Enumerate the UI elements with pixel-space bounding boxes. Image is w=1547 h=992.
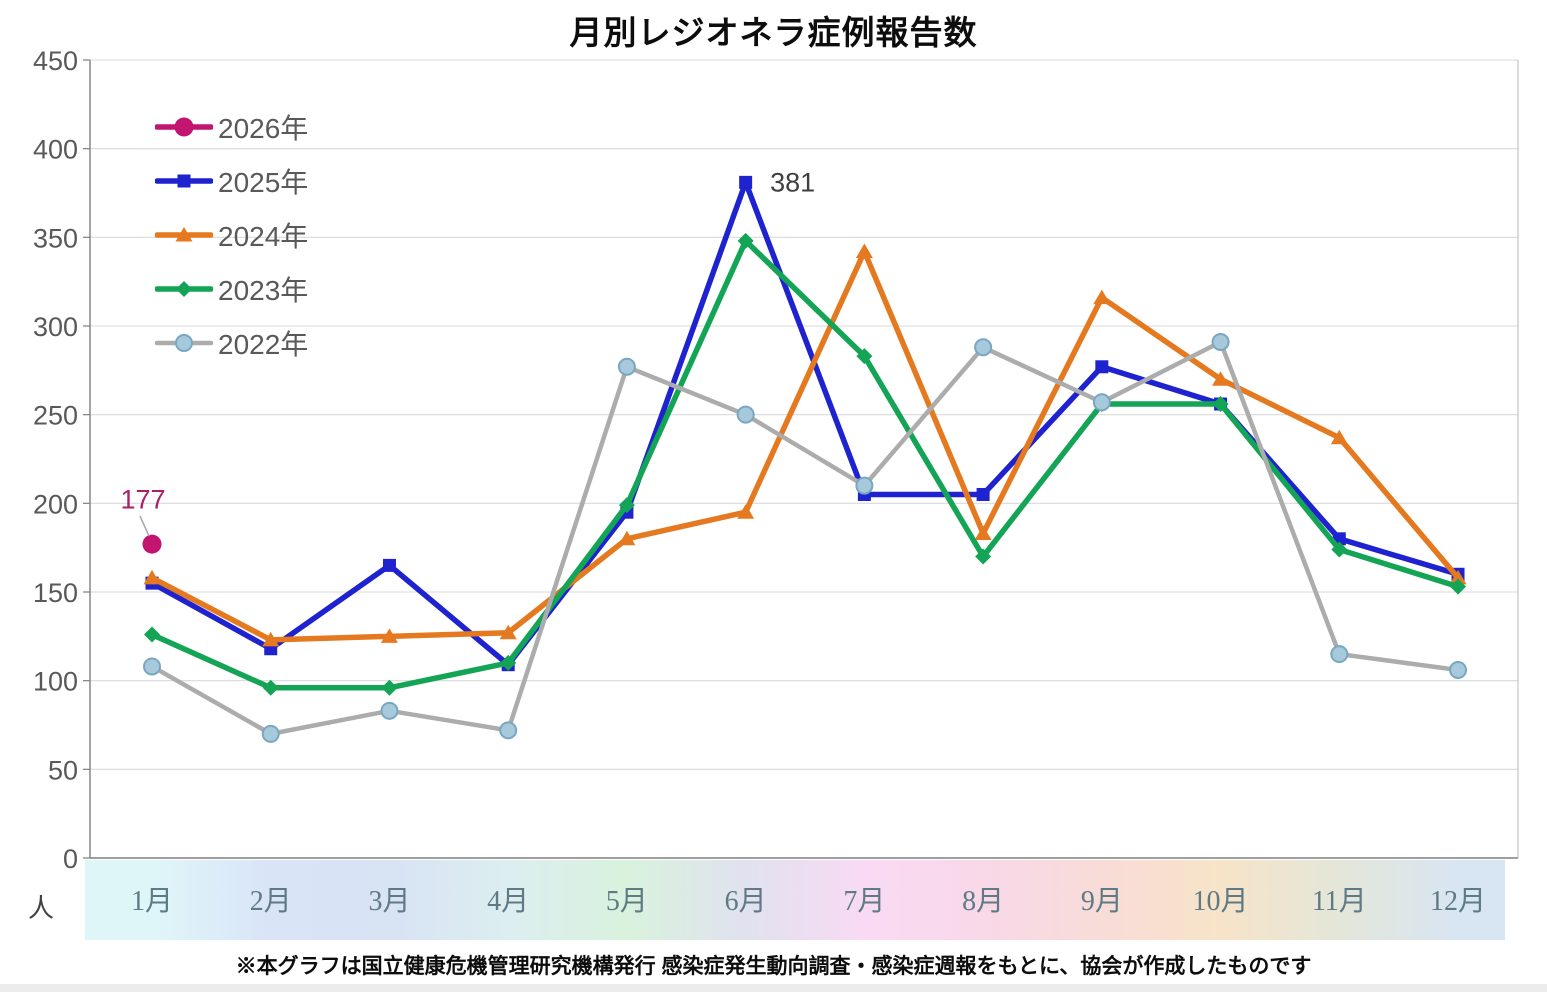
data-point-marker — [618, 497, 635, 514]
data-point-marker — [1331, 541, 1348, 558]
data-point-marker — [176, 281, 192, 297]
data-point-marker — [618, 530, 636, 546]
bottom-strip — [0, 984, 1547, 992]
y-tick-label: 150 — [33, 578, 78, 608]
y-tick-label: 0 — [63, 844, 78, 874]
x-axis-label: 9月 — [1081, 886, 1123, 917]
data-point-marker — [1093, 289, 1111, 305]
y-tick-label: 350 — [33, 223, 78, 253]
legend-item: 2024年 — [155, 208, 308, 262]
data-point-marker — [174, 117, 194, 137]
annotation-leader-line — [139, 515, 150, 537]
y-tick-label: 100 — [33, 667, 78, 697]
legend-label: 2026年 — [218, 113, 309, 144]
legend-label: 2024年 — [218, 221, 309, 252]
data-point-marker — [617, 357, 636, 376]
x-axis-label: 2月 — [250, 886, 292, 917]
legend: 2026年 2025年 2024年 2023年 2022年 — [155, 100, 308, 370]
legend-item: 2022年 — [155, 316, 308, 370]
legend-item: 2023年 — [155, 262, 308, 316]
data-label: 381 — [770, 167, 816, 198]
data-point-marker — [739, 175, 753, 189]
x-axis-label: 11月 — [1312, 886, 1367, 917]
y-tick-label: 250 — [33, 401, 78, 431]
data-point-marker — [499, 624, 517, 640]
data-point-marker — [142, 534, 162, 554]
data-point-marker — [1330, 429, 1348, 445]
x-axis-label: 4月 — [487, 886, 529, 917]
legend-marker-icon — [155, 117, 213, 137]
data-point-marker — [1092, 393, 1111, 412]
data-point-marker — [1330, 645, 1349, 664]
data-point-marker — [177, 174, 191, 188]
data-point-marker — [261, 724, 280, 743]
data-point-marker — [1211, 332, 1230, 351]
y-axis-unit-label: 人 — [28, 893, 55, 923]
data-point-marker — [1212, 396, 1229, 413]
legend-item: 2026年 — [155, 100, 308, 154]
data-point-marker — [855, 243, 873, 259]
x-axis-band — [85, 860, 1505, 940]
series-line — [149, 238, 1461, 691]
data-point-marker — [175, 227, 193, 242]
y-tick-label: 50 — [48, 755, 78, 785]
data-point-marker — [143, 657, 161, 676]
legend-item: 2025年 — [155, 154, 308, 208]
chart-title: 月別レジオネラ症例報告数 — [569, 14, 978, 51]
data-point-marker — [144, 626, 160, 643]
data-point-marker — [976, 487, 990, 501]
data-point-marker — [855, 476, 874, 495]
x-axis-label: 6月 — [725, 886, 767, 917]
y-tick-label: 300 — [33, 312, 78, 342]
legend-label: 2022年 — [218, 329, 309, 360]
legend-marker-icon — [155, 281, 213, 297]
x-axis-label: 1月 — [131, 886, 173, 917]
data-point-marker — [499, 721, 518, 740]
data-point-marker — [1095, 360, 1109, 374]
series-line — [149, 339, 1461, 737]
legend-marker-icon — [155, 334, 213, 352]
legend-label: 2023年 — [218, 275, 309, 306]
x-axis-label: 3月 — [368, 886, 410, 917]
data-point-marker — [380, 701, 399, 720]
data-point-marker — [737, 232, 754, 249]
legend-marker-icon — [155, 174, 213, 188]
data-point-marker — [1450, 578, 1467, 595]
legend-marker-icon — [155, 227, 213, 242]
y-tick-label: 450 — [33, 46, 78, 76]
legend-label: 2025年 — [218, 167, 309, 198]
data-label: 177 — [120, 484, 166, 515]
data-point-marker — [1449, 569, 1467, 585]
data-point-marker — [737, 504, 755, 519]
x-axis-label: 10月 — [1193, 886, 1249, 917]
data-point-marker — [262, 679, 279, 696]
data-point-marker — [380, 628, 398, 643]
data-point-marker — [1449, 661, 1468, 680]
y-tick-label: 400 — [33, 135, 78, 165]
data-point-marker — [856, 348, 873, 365]
data-point-marker — [262, 631, 280, 647]
y-tick-label: 200 — [33, 489, 78, 519]
x-axis-label: 5月 — [606, 886, 648, 917]
source-footnote: ※本グラフは国立健康危機管理研究機構発行 感染症発生動向調査・感染症週報をもとに… — [235, 955, 1312, 978]
data-point-marker — [382, 558, 396, 572]
data-point-marker — [500, 654, 517, 671]
data-point-marker — [975, 548, 992, 565]
data-point-marker — [974, 525, 992, 540]
x-axis-label: 8月 — [962, 886, 1004, 917]
data-point-marker — [143, 569, 161, 585]
data-point-marker — [1212, 371, 1230, 386]
x-axis-label: 7月 — [843, 886, 885, 917]
data-point-marker — [381, 679, 398, 696]
data-point-marker — [175, 334, 193, 352]
data-point-marker — [974, 338, 993, 357]
x-axis-label: 12月 — [1430, 886, 1486, 917]
data-point-marker — [736, 405, 755, 424]
